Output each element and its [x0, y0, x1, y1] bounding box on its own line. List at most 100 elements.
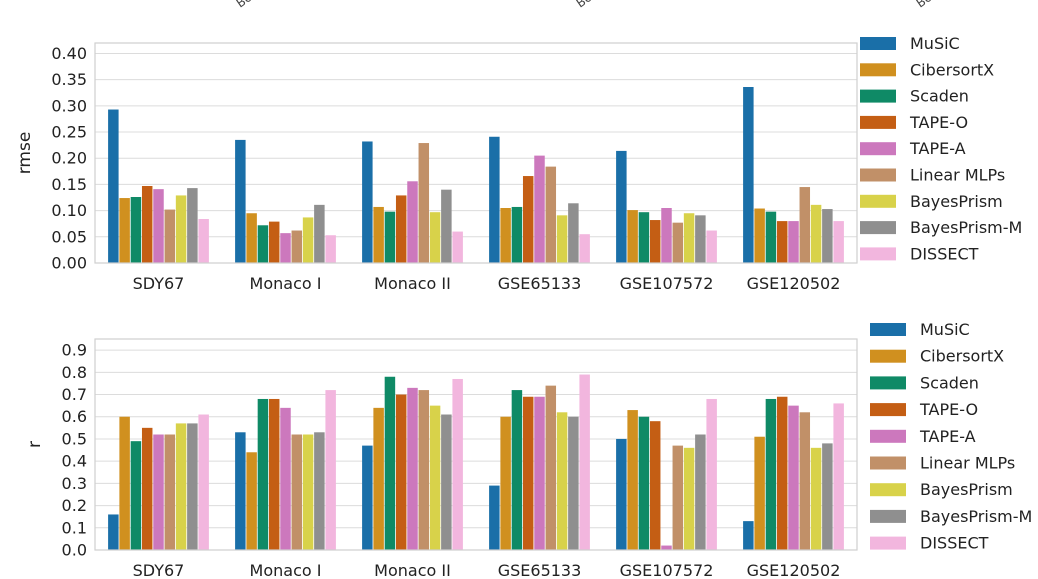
- bar-bayesprism-3: [556, 412, 568, 550]
- bar-tape-o-1: [268, 398, 280, 550]
- bar-cibersortx-4: [627, 410, 638, 550]
- legend-label: Scaden: [920, 373, 979, 392]
- y-tick-label: 0.2: [62, 496, 87, 515]
- bar-tape-a-4: [661, 208, 672, 263]
- bar-linear-mlps-0: [164, 209, 176, 263]
- y-tick-label: 0.40: [51, 44, 87, 63]
- y-tick-label: 0.7: [62, 385, 87, 404]
- legend-label: TAPE-O: [909, 113, 968, 132]
- y-tick-label: 0.15: [51, 175, 87, 194]
- bar-cibersortx-3: [500, 416, 511, 550]
- y-tick-label: 0.20: [51, 149, 87, 168]
- bar-tape-a-2: [407, 387, 418, 550]
- bar-scaden-3: [511, 206, 523, 263]
- legend-label: BayesPrism-M: [910, 218, 1022, 237]
- y-tick-label: 0.1: [62, 518, 87, 537]
- y-tick-label: 0.3: [62, 474, 87, 493]
- bar-bayesprism-2: [429, 405, 441, 550]
- legend-swatch-tape-a: [860, 142, 896, 156]
- bar-music-1: [235, 139, 246, 263]
- bar-linear-mlps-2: [418, 390, 430, 550]
- legend-label: BayesPrism-M: [920, 507, 1032, 526]
- y-axis-label: r: [25, 441, 45, 448]
- bar-bayesprism-m-2: [441, 189, 452, 263]
- legend-label: CibersortX: [920, 347, 1004, 366]
- legend-swatch-music: [860, 37, 896, 50]
- legend-label: TAPE-O: [919, 400, 978, 419]
- bar-cibersortx-5: [754, 436, 765, 550]
- bar-music-0: [108, 109, 119, 264]
- rmse-panel: 0.00 0.05 0.10 0.15 0.20 0.25 0.30 0.35 0.40 rmse…: [15, 34, 1022, 293]
- bar-scaden-5: [765, 211, 777, 263]
- legend-swatch-music: [870, 323, 906, 336]
- x-tick-label: GSE120502: [747, 561, 841, 579]
- bar-scaden-3: [511, 390, 523, 550]
- y-tick-label: 0.8: [62, 363, 87, 382]
- bar-cibersortx-2: [373, 206, 384, 263]
- bar-dissect-2: [452, 231, 463, 263]
- y-tick-label: 0.05: [51, 227, 87, 246]
- bar-linear-mlps-4: [672, 222, 684, 263]
- legend-swatch-dissect: [860, 247, 896, 261]
- legend-swatch-linear-mlps: [870, 456, 906, 470]
- bar-cibersortx-0: [119, 198, 130, 263]
- bar-bayesprism-3: [556, 215, 568, 263]
- x-tick-label: GSE120502: [747, 274, 841, 293]
- bar-tape-a-3: [534, 155, 545, 263]
- legend-swatch-scaden: [860, 89, 896, 103]
- bar-linear-mlps-1: [291, 434, 303, 550]
- bar-bayesprism-5: [810, 447, 822, 550]
- legend-label: TAPE-A: [919, 427, 976, 446]
- bar-scaden-1: [257, 225, 269, 263]
- bar-tape-a-1: [280, 407, 291, 550]
- bar-scaden-2: [384, 376, 396, 550]
- bar-bayesprism-m-0: [187, 188, 198, 263]
- bar-tape-o-3: [522, 176, 534, 263]
- legend-swatch-linear-mlps: [860, 168, 896, 182]
- bar-music-0: [108, 514, 119, 550]
- y-tick-label: 0.35: [51, 70, 87, 89]
- bar-music-3: [489, 136, 500, 263]
- bar-dissect-4: [706, 230, 717, 263]
- x-tick-label: Monaco I: [250, 274, 322, 293]
- bar-dissect-3: [579, 234, 590, 263]
- x-tick-label: GSE107572: [620, 274, 714, 293]
- bar-bayesprism-2: [429, 212, 441, 263]
- legend-label: DISSECT: [910, 244, 979, 263]
- bar-dissect-3: [579, 374, 590, 550]
- bar-linear-mlps-5: [799, 187, 811, 263]
- bar-dissect-0: [198, 414, 209, 550]
- bar-tape-o-3: [522, 396, 534, 550]
- top-cut-labels: Bo Bo Bo: [234, 0, 935, 10]
- y-tick-label: 0.10: [51, 201, 87, 220]
- y-tick-label: 0.6: [62, 407, 87, 426]
- x-tick-label: Monaco II: [374, 561, 451, 579]
- legend-label: BayesPrism: [920, 480, 1013, 499]
- legend-label: BayesPrism: [910, 192, 1003, 211]
- bar-music-5: [743, 87, 754, 263]
- bar-linear-mlps-3: [545, 166, 557, 263]
- y-tick-label: 0.00: [51, 254, 87, 273]
- x-tick-label: GSE65133: [498, 561, 582, 579]
- bar-music-3: [489, 485, 500, 550]
- legend-swatch-scaden: [870, 376, 906, 390]
- bar-tape-a-1: [280, 233, 291, 263]
- bar-cibersortx-0: [119, 416, 130, 550]
- bar-tape-o-2: [395, 195, 407, 263]
- legend-label: MuSiC: [920, 320, 970, 339]
- bar-music-5: [743, 521, 754, 550]
- bar-tape-o-0: [141, 427, 153, 550]
- bar-cibersortx-1: [246, 452, 257, 550]
- y-tick-label: 0.5: [62, 429, 87, 448]
- legend-swatch-tape-a: [870, 429, 906, 443]
- legend-swatch-tape-o: [860, 115, 896, 129]
- x-tick-label: GSE107572: [620, 561, 714, 579]
- bar-dissect-0: [198, 219, 209, 263]
- legend-label: Scaden: [910, 87, 969, 106]
- bar-tape-o-4: [649, 421, 661, 550]
- legend-swatch-dissect: [870, 536, 906, 550]
- bar-cibersortx-2: [373, 407, 384, 550]
- r-panel: 0.0 0.1 0.2 0.3 0.4 0.5 0.6 0.7 0.8 0.9 r SDY67 Mona…: [25, 320, 1032, 579]
- bar-music-4: [616, 438, 627, 550]
